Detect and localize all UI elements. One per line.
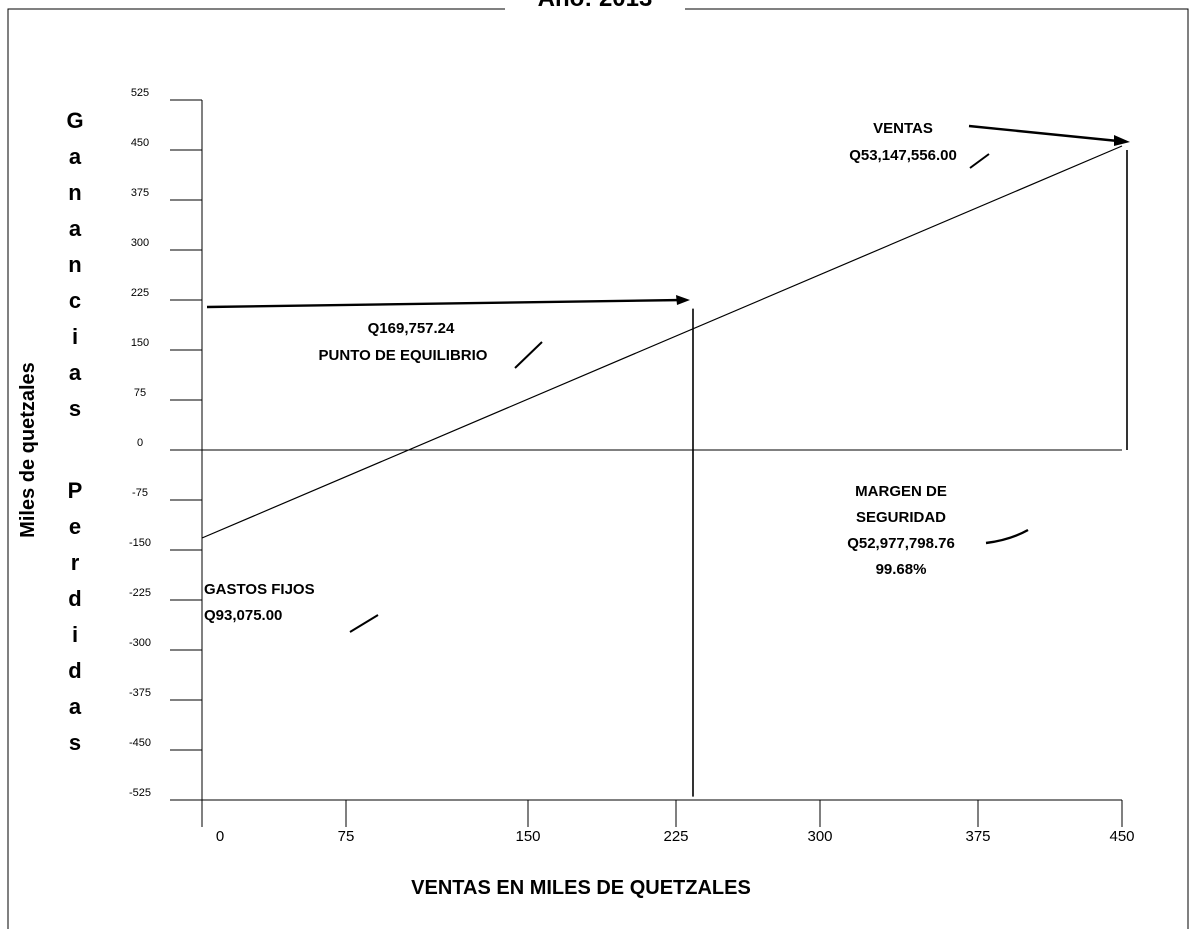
y-tick-label: 300 [131, 237, 149, 249]
ganancias-letter: n [68, 180, 81, 205]
ganancias-letter: n [68, 252, 81, 277]
breakeven-amount: Q169,757.24 [368, 320, 455, 337]
y-tick-label: -375 [129, 687, 151, 699]
x-tick-label: 300 [807, 828, 832, 845]
series-group [201, 145, 1123, 539]
x-tick-label: 150 [515, 828, 540, 845]
margin-percent: 99.68% [876, 561, 927, 578]
ganancias-letter: c [69, 288, 81, 313]
check-mark [349, 614, 379, 633]
margin-amount: Q52,977,798.76 [847, 535, 955, 552]
breakeven-label: PUNTO DE EQUILIBRIO [319, 347, 488, 364]
perdidas-letter: e [69, 514, 81, 539]
ganancias-letter: a [69, 216, 82, 241]
y-tick-label: -525 [129, 787, 151, 799]
title-mask [505, 0, 685, 14]
ganancias-letter: a [69, 360, 82, 385]
y-tick-label: 150 [131, 337, 149, 349]
ganancias-letter: a [69, 144, 82, 169]
x-tick-label: 225 [663, 828, 688, 845]
y-tick-label: -75 [132, 487, 148, 499]
ganancias-letter: i [72, 324, 78, 349]
perdidas-letter: P [68, 478, 83, 503]
fixed-costs-amount: Q93,075.00 [204, 607, 282, 624]
breakeven-arrow-head [676, 295, 690, 305]
y-tick-label: -450 [129, 737, 151, 749]
x-tick-label: 0 [216, 828, 224, 845]
margin-label-2: SEGURIDAD [856, 509, 946, 526]
y-tick-label: 75 [134, 387, 146, 399]
vertical-lines-group [692, 150, 1128, 797]
sales-line [201, 145, 1123, 539]
ventas-arrow-head [1114, 135, 1130, 146]
ventas-arrow-shaft [968, 124, 1119, 143]
x-axis-label: VENTAS EN MILES DE QUETZALES [411, 877, 751, 899]
perdidas-letter: r [71, 550, 80, 575]
perdidas-letter: a [69, 694, 82, 719]
ventas-amount: Q53,147,556.00 [849, 147, 957, 164]
chart-title: Año: 2013 [538, 0, 653, 12]
perdidas-letter: d [68, 658, 81, 683]
y-tick-label: -150 [129, 537, 151, 549]
y-tick-label: 225 [131, 287, 149, 299]
arrows-group [206, 124, 1130, 633]
perdidas-letter: i [72, 622, 78, 647]
perdidas-letter: s [69, 730, 81, 755]
y-tick-label: 375 [131, 187, 149, 199]
y-tick-label: -225 [129, 587, 151, 599]
y-axis-label: Miles de quetzales [17, 362, 39, 538]
check-mark [985, 528, 1029, 545]
breakeven-arrow-shaft [206, 298, 684, 309]
x-tick-label: 450 [1109, 828, 1134, 845]
ventas-label: VENTAS [873, 120, 933, 137]
y-ticks-group: 525 450 375 300 225 150 75 0 -75 -150 -225 -300 -375… [129, 87, 202, 801]
y-tick-label: 525 [131, 87, 149, 99]
y-tick-label: 0 [137, 437, 143, 449]
x-tick-label: 75 [338, 828, 355, 845]
x-tick-label: 375 [965, 828, 990, 845]
x-ticks-group: 0 75 150 225 300 375 450 [201, 800, 1135, 845]
chart-frame [7, 8, 1189, 934]
ganancias-letter: s [69, 396, 81, 421]
check-mark [969, 153, 990, 169]
fixed-costs-label: GASTOS FIJOS [204, 581, 315, 598]
annotations-group: VENTAS Q53,147,556.00 Q169,757.24 PUNTO DE … [204, 120, 957, 624]
margin-label-1: MARGEN DE [855, 483, 947, 500]
y-tick-label: 450 [131, 137, 149, 149]
perdidas-letter: d [68, 586, 81, 611]
check-mark [514, 341, 543, 369]
y-tick-label: -300 [129, 637, 151, 649]
ganancias-letter: G [66, 108, 83, 133]
